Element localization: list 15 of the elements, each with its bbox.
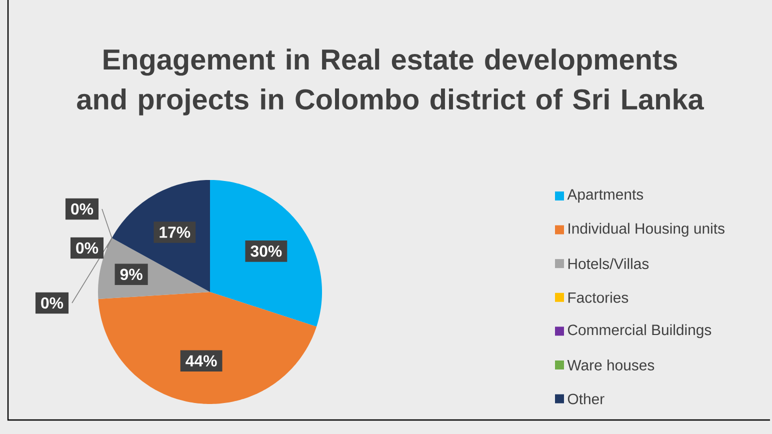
data-label: 30% — [250, 246, 282, 257]
legend-label: Other — [568, 393, 604, 404]
legend-label: Factories — [568, 292, 628, 303]
text: 0% — [41, 297, 64, 309]
data-label: 44% — [186, 355, 217, 366]
text: 0% — [71, 203, 94, 215]
legend-label: Apartments — [567, 189, 644, 203]
legend-label: Ware houses — [567, 359, 654, 370]
chart-title: Engagement in Real estate developments and projects in Colombo district of Sri Lanka — [77, 48, 704, 116]
legend-label: Hotels/Villas — [568, 258, 649, 270]
data-label: 9% — [120, 268, 142, 280]
legend-label: Commercial Buildings — [568, 324, 712, 338]
text: 0% — [76, 242, 98, 254]
data-label: 17% — [160, 226, 190, 238]
legend-label: Individual Housing units — [568, 222, 724, 237]
